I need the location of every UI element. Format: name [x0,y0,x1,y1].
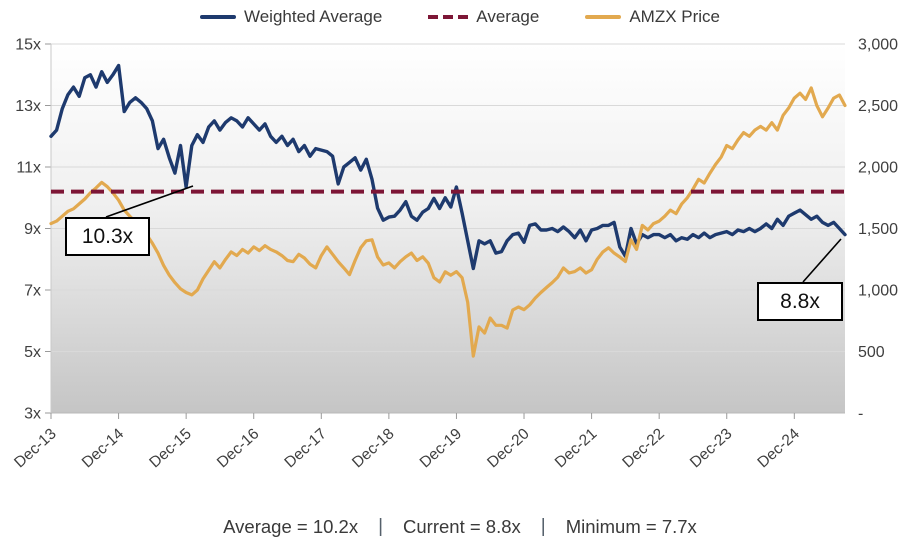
svg-text:Dec-17: Dec-17 [281,425,330,471]
legend-item-weighted-average: Weighted Average [199,7,383,27]
amzx-price-line-swatch [585,15,622,19]
summary-stats: Average = 10.2x | Current = 8.8x | Minim… [0,516,920,538]
chart-legend: Weighted Average Average AMZX Price [0,4,920,30]
svg-text:Dec-21: Dec-21 [552,425,601,471]
callout-10-3x: 10.3x [65,217,150,256]
legend-label: AMZX Price [629,7,720,26]
svg-text:Dec-16: Dec-16 [214,425,263,471]
callout-label: 8.8x [780,289,820,313]
callout-8-8x: 8.8x [757,282,843,321]
svg-text:Dec-24: Dec-24 [754,425,803,471]
svg-text:Dec-14: Dec-14 [79,425,128,471]
legend-item-average: Average [428,7,539,27]
svg-text:Dec-15: Dec-15 [146,425,195,471]
legend-label: Weighted Average [243,7,383,26]
svg-text:3,000: 3,000 [858,37,898,54]
chart-canvas: 15x 3,000 13x 2,500 11x 2,000 9x 1,500 7x 1,000 5x… [11,37,898,472]
stat-average: Average = 10.2x [223,516,359,537]
svg-text:7x: 7x [24,283,41,300]
svg-text:13x: 13x [15,98,41,115]
weighted-average-line-swatch [199,15,236,19]
svg-text:1,500: 1,500 [858,221,898,238]
callout-label: 10.3x [81,224,134,248]
svg-text:Dec-19: Dec-19 [417,425,466,471]
svg-text:Dec-13: Dec-13 [11,425,60,471]
stat-separator: | [378,516,384,537]
svg-text:2,500: 2,500 [858,98,898,115]
stat-separator: | [540,516,546,537]
svg-text:Dec-18: Dec-18 [349,425,398,471]
svg-text:Dec-22: Dec-22 [619,425,668,471]
svg-text:5x: 5x [24,344,41,361]
stat-minimum: Minimum = 7.7x [565,516,697,537]
legend-label: Average [476,7,540,26]
svg-text:9x: 9x [24,221,41,238]
svg-text:500: 500 [858,344,885,361]
svg-text:Dec-23: Dec-23 [687,425,736,471]
legend-item-amzx-price: AMZX Price [585,7,720,27]
svg-text:3x: 3x [24,406,41,423]
svg-text:2,000: 2,000 [858,160,898,177]
average-dashed-line-swatch [428,15,469,19]
svg-text:Dec-20: Dec-20 [484,425,533,471]
svg-text:15x: 15x [15,37,41,54]
svg-text:1,000: 1,000 [858,283,898,300]
svg-text:11x: 11x [16,160,41,177]
stat-current: Current = 8.8x [403,516,521,537]
svg-text:-: - [858,406,863,423]
